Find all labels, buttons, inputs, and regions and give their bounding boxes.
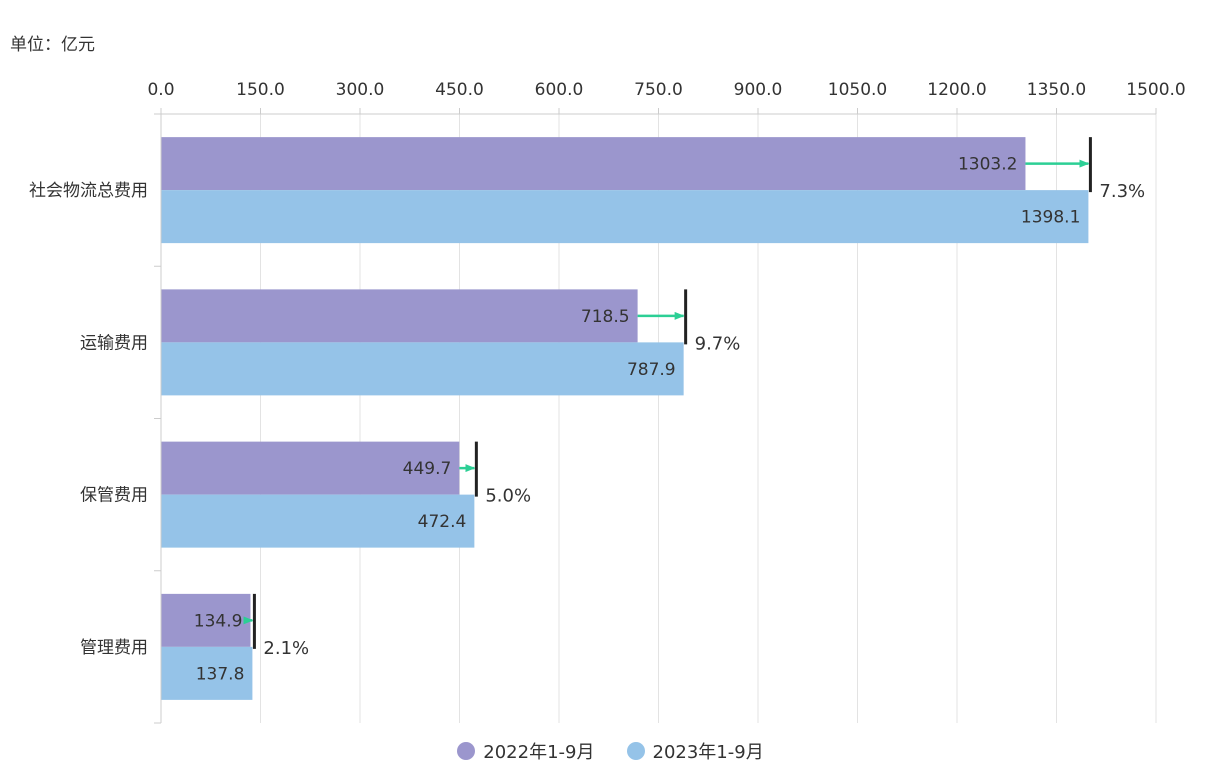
legend-label-2022: 2022年1-9月 <box>483 742 595 763</box>
data-label-2023: 1398.1 <box>1021 208 1080 228</box>
category-label: 社会物流总费用 <box>29 181 148 201</box>
bar-2022 <box>161 441 460 495</box>
data-label-2023: 472.4 <box>418 512 467 532</box>
data-label-2022: 718.5 <box>581 307 630 327</box>
legend-dot-2023 <box>626 742 645 760</box>
x-tick-label: 1350.0 <box>1027 80 1086 100</box>
data-label-2022: 449.7 <box>403 459 452 479</box>
growth-label: 9.7% <box>695 333 741 354</box>
data-label-2022: 1303.2 <box>958 155 1017 175</box>
legend-item-2023[interactable]: 2023年1-9月 <box>626 738 764 764</box>
category-label: 管理费用 <box>80 638 148 658</box>
x-tick-label: 1500.0 <box>1126 80 1185 100</box>
bar-2023 <box>161 190 1089 244</box>
x-tick-label: 0.0 <box>147 80 174 100</box>
x-tick-label: 1200.0 <box>927 80 986 100</box>
x-tick-label: 150.0 <box>236 80 285 100</box>
growth-label: 7.3% <box>1099 181 1145 202</box>
annotation-layer: 1303.2 1398.1 7.3% 718.5 787.9 9.7% 449.7 472.4… <box>194 137 1145 684</box>
bar-2023 <box>161 342 684 396</box>
axis-layer: 0.0 150.0 300.0 450.0 600.0 750.0 900.0 1050.0 1… <box>29 80 1186 724</box>
bar-2022 <box>161 137 1026 191</box>
data-label-2023: 787.9 <box>627 360 676 380</box>
growth-label: 5.0% <box>485 486 531 507</box>
x-tick-label: 300.0 <box>336 80 385 100</box>
growth-label: 2.1% <box>263 638 309 659</box>
bar-layer <box>161 137 1089 700</box>
data-label-2023: 137.8 <box>196 664 245 684</box>
x-tick-label: 750.0 <box>634 80 683 100</box>
bar-2023 <box>161 646 253 700</box>
x-tick-label: 1050.0 <box>828 80 887 100</box>
unit-label: 单位：亿元 <box>10 35 95 55</box>
category-label: 保管费用 <box>80 486 148 506</box>
x-tick-label: 450.0 <box>435 80 484 100</box>
category-label: 运输费用 <box>80 333 148 353</box>
x-tick-label: 900.0 <box>734 80 783 100</box>
bar-2022 <box>161 289 638 343</box>
bar-2022 <box>161 593 251 647</box>
legend: 2022年1-9月 2023年1-9月 <box>0 738 1221 764</box>
legend-item-2022[interactable]: 2022年1-9月 <box>457 738 595 764</box>
legend-dot-2022 <box>457 742 476 760</box>
legend-label-2023: 2023年1-9月 <box>652 742 764 763</box>
data-label-2022: 134.9 <box>194 611 243 631</box>
x-tick-label: 600.0 <box>535 80 584 100</box>
bar-2023 <box>161 494 475 548</box>
